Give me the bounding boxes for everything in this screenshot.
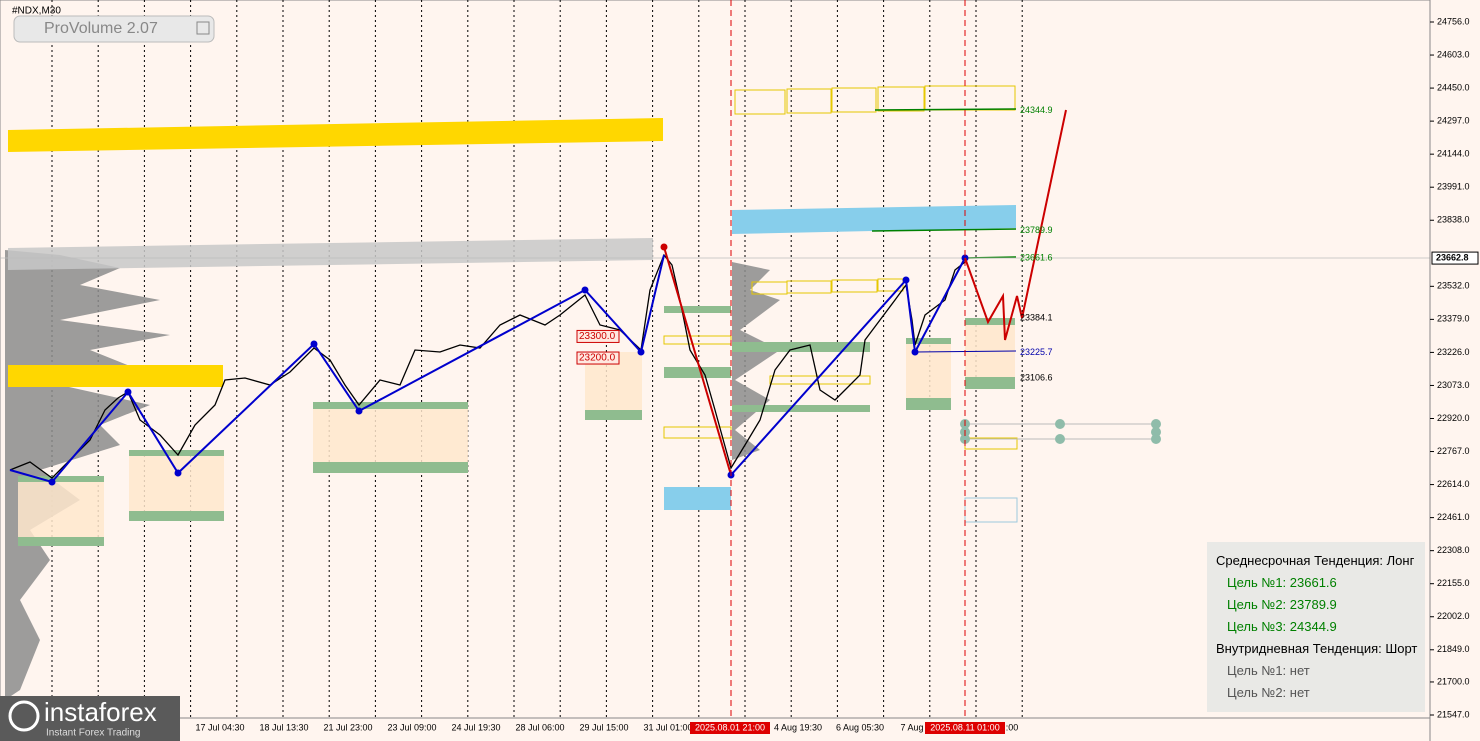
zigzag-point <box>660 243 668 251</box>
price-tick-label: 23073.0 <box>1437 380 1470 390</box>
trend-panel: Среднесрочная Тенденция: Лонг Цель №1: 2… <box>1207 542 1425 712</box>
zone-gray <box>8 238 653 270</box>
price-tick-label: 24603.0 <box>1437 49 1470 59</box>
time-label: 7 Aug <box>900 722 923 732</box>
zones-beige <box>18 320 1015 546</box>
level-box <box>576 329 620 343</box>
target: Цель №3: 24344.9 <box>1227 619 1337 634</box>
time-marker: 2025.08.11 01:00 <box>930 722 999 732</box>
price-tick-label: 24756.0 <box>1437 16 1470 26</box>
price-tick-label: 22920.0 <box>1437 413 1470 423</box>
time-label: 6 Aug 05:30 <box>836 722 884 732</box>
level-label: 23789.9 <box>1020 225 1053 235</box>
time-label: 31 Jul 01:00 <box>643 722 692 732</box>
logo-tagline: Instant Forex Trading <box>46 728 141 739</box>
time-label: 21 Jul 23:00 <box>323 722 372 732</box>
price-tick-label: 21547.0 <box>1437 709 1470 719</box>
price-tick-label: 23379.0 <box>1437 314 1470 324</box>
target: Цель №2: 23789.9 <box>1227 597 1337 612</box>
target: Цель №2: нет <box>1227 685 1310 700</box>
plot-area <box>0 0 1431 719</box>
level-box <box>576 351 620 365</box>
price-tick-label: 22155.0 <box>1437 578 1470 588</box>
zone-yellow <box>8 365 223 387</box>
time-label: 4 Aug 19:30 <box>774 722 822 732</box>
level-label: 23661.6 <box>1020 253 1053 263</box>
logo-icon <box>8 700 40 732</box>
time-label: 24 Jul 19:30 <box>451 722 500 732</box>
target: Цель №1: нет <box>1227 663 1310 678</box>
intraday-trend: Внутридневная Тенденция: Шорт <box>1216 641 1418 656</box>
price-tick-label: 23838.0 <box>1437 215 1470 225</box>
price-tick-label: 24450.0 <box>1437 82 1470 92</box>
time-marker: 2025.08.01 21:00 <box>695 722 765 732</box>
indicator-name: ProVolume 2.07 <box>44 20 158 37</box>
icon <box>196 21 210 35</box>
logo: instaforex <box>44 697 157 727</box>
price-tick-label: 22308.0 <box>1437 545 1470 555</box>
time-marker-box <box>925 722 1005 734</box>
zone-blue <box>664 487 731 510</box>
price-tick-label: 23532.0 <box>1437 281 1470 291</box>
level-label: 23384.1 <box>1020 313 1053 323</box>
level-label: 24344.9 <box>1020 105 1053 115</box>
volume-profile <box>5 250 170 700</box>
level-box-label: 23200.0 <box>579 353 616 364</box>
zigzag <box>730 257 966 476</box>
price-tick-label: 21700.0 <box>1437 676 1470 686</box>
level-box-label: 23300.0 <box>579 331 616 342</box>
time-label: :00 <box>1006 722 1019 732</box>
price-tick-label: 22461.0 <box>1437 512 1470 522</box>
time-marker-box <box>690 722 770 734</box>
level-label: 23225.7 <box>1020 347 1053 357</box>
price-tick-label: 23226.0 <box>1437 347 1470 357</box>
time-label: 28 Jul 06:00 <box>515 722 564 732</box>
current-price-box <box>1431 251 1479 265</box>
price-tick-label: 22614.0 <box>1437 479 1470 489</box>
symbol: #NDX,M30 <box>12 6 61 17</box>
price-tick-label: 23991.0 <box>1437 182 1470 192</box>
price-tick-label: 22767.0 <box>1437 446 1470 456</box>
zone-yellow <box>8 118 663 152</box>
price-line <box>9 253 966 479</box>
medium-trend: Среднесрочная Тенденция: Лонг <box>1216 553 1415 568</box>
indicator-button[interactable] <box>13 15 215 43</box>
zones-green <box>18 306 1015 546</box>
price-tick-label: 24297.0 <box>1437 115 1470 125</box>
time-label: 29 Jul 15:00 <box>579 722 628 732</box>
price-tick-label: 22002.0 <box>1437 611 1470 621</box>
dynamic: 24756.0 24603.0 24450.0 24297.0 24144.0 23991… <box>195 16 1479 734</box>
zone-blue <box>732 205 1016 234</box>
time-label: 18 Jul 13:30 <box>259 722 308 732</box>
price-tick-label: 24144.0 <box>1437 149 1470 159</box>
time-label: 17 Jul 04:30 <box>195 722 244 732</box>
level-label: 23106.6 <box>1020 373 1053 383</box>
time-label: 23 Jul 09:00 <box>387 722 436 732</box>
target: Цель №1: 23661.6 <box>1227 575 1337 590</box>
forecast <box>964 109 1067 341</box>
zigzag-down <box>663 246 732 476</box>
current-price: 23662.8 <box>1436 252 1469 262</box>
price-tick-label: 21849.0 <box>1437 644 1470 654</box>
